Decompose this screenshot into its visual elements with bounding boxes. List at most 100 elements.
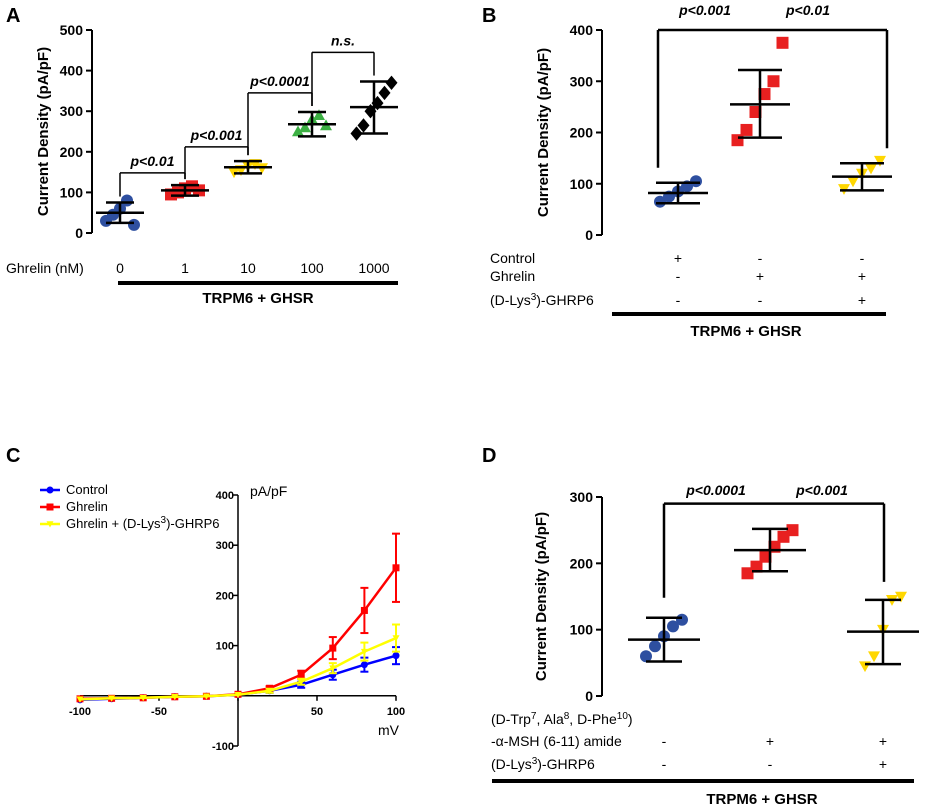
x-category-label: 1000 (358, 260, 389, 276)
data-point (865, 163, 877, 175)
legend-label: Ghrelin + (D-Lys3)-GHRP6 (66, 515, 220, 532)
y-axis-label: Current Density (pA/pF) (533, 512, 550, 681)
condition-mark: - (676, 292, 681, 308)
data-point (360, 606, 368, 614)
y-tick-label: 400 (216, 490, 234, 502)
y-tick-label: 200 (570, 555, 594, 571)
x-tick-label: 50 (311, 706, 323, 718)
x-row-label: Ghrelin (nM) (6, 260, 84, 276)
data-point (329, 665, 337, 672)
x-tick-label: 100 (387, 706, 405, 718)
data-point (649, 640, 661, 653)
text-span: -α-MSH (6-11) amide (491, 733, 622, 749)
data-point (108, 695, 116, 702)
y-tick-label: 100 (216, 641, 234, 653)
condition-mark: - (768, 756, 773, 772)
data-point (360, 661, 368, 669)
y-tick-label: 0 (585, 688, 593, 704)
data-point (868, 651, 880, 663)
superscript: 3 (532, 756, 538, 767)
group-label: TRPM6 + GHSR (202, 290, 313, 307)
panel-letter-d: D (482, 445, 496, 467)
condition-mark: + (858, 268, 866, 284)
y-tick-label: -100 (212, 741, 234, 753)
data-point (357, 118, 370, 133)
data-point (895, 591, 907, 603)
panel-d-chart: 0 100 200 300 Current Density (pA/pF) p<0.000… (491, 482, 919, 808)
y-tick-label: 200 (60, 144, 84, 160)
condition-mark: - (758, 292, 763, 308)
y-tick-label: 0 (585, 227, 593, 243)
y-axis-label: Current Density (pA/pF) (535, 48, 552, 217)
panel-letter-b: B (482, 5, 496, 27)
text-span: (D-Trp (491, 711, 531, 727)
data-point (128, 218, 140, 231)
data-point (690, 175, 702, 188)
panel-c-chart: -100 100 200 300 400 -100 -50 50 100 pA/pF mV Contr… (40, 482, 405, 753)
panel-letter-a: A (6, 5, 20, 27)
data-point (385, 75, 398, 90)
data-point (313, 109, 325, 121)
text-span: )-GHRP6 (536, 292, 594, 308)
significance-label: p<0.0001 (685, 482, 746, 498)
panel-letter-c: C (6, 445, 20, 467)
group-label: TRPM6 + GHSR (690, 323, 801, 340)
x-axis-unit-label: mV (378, 722, 400, 738)
x-tick-label: -100 (69, 706, 91, 718)
condition-mark: + (766, 733, 774, 749)
y-axis-label: Current Density (pA/pF) (35, 47, 52, 216)
condition-mark: + (879, 733, 887, 749)
condition-label: Control (490, 250, 535, 266)
y-tick-label: 300 (60, 103, 84, 119)
data-point (329, 644, 337, 652)
data-point (847, 176, 859, 188)
condition-mark: - (662, 733, 667, 749)
data-point (297, 678, 305, 686)
condition-mark: + (858, 292, 866, 308)
y-tick-label: 300 (570, 489, 594, 505)
text-span: )-GHRP6 (166, 516, 219, 531)
data-point (640, 650, 652, 663)
x-category-label: 1 (181, 260, 189, 276)
text-span: , D-Phe (569, 711, 617, 727)
data-point (171, 694, 179, 701)
data-point (256, 163, 268, 175)
legend-label: Ghrelin (66, 499, 108, 514)
x-category-label: 10 (240, 260, 256, 276)
data-point (202, 693, 210, 700)
data-point (874, 155, 886, 167)
significance-label: p<0.01 (130, 153, 175, 169)
text-span: )-GHRP6 (537, 756, 595, 772)
significance-label: p<0.001 (795, 482, 848, 498)
text-span: (D-Lys (491, 756, 532, 772)
y-tick-label: 0 (75, 225, 83, 241)
significance-label: p<0.01 (785, 2, 830, 18)
data-point (750, 560, 763, 573)
data-point (667, 620, 679, 633)
data-point (76, 696, 84, 703)
data-point (731, 134, 744, 147)
data-point (392, 564, 400, 572)
data-point (299, 121, 311, 133)
x-category-label: 100 (300, 260, 324, 276)
data-point (786, 524, 799, 537)
x-category-label: 0 (116, 260, 124, 276)
data-point (749, 106, 762, 118)
significance-label: p<0.0001 (249, 73, 310, 89)
legend-label: Control (66, 482, 108, 497)
data-point (654, 195, 666, 208)
data-point (350, 126, 363, 141)
text-span: Control (490, 250, 535, 266)
condition-mark: - (662, 756, 667, 772)
data-point (378, 85, 391, 101)
data-point (297, 671, 305, 679)
y-tick-label: 300 (570, 73, 594, 89)
x-tick-label: -50 (151, 706, 167, 718)
text-span: Ghrelin + (D-Lys (66, 516, 161, 531)
condition-mark: + (674, 250, 682, 266)
legend-swatch-marker (46, 486, 54, 494)
y-tick-label: 300 (216, 540, 234, 552)
data-point (776, 36, 789, 49)
condition-label: (D-Lys3)-GHRP6 (490, 292, 594, 309)
